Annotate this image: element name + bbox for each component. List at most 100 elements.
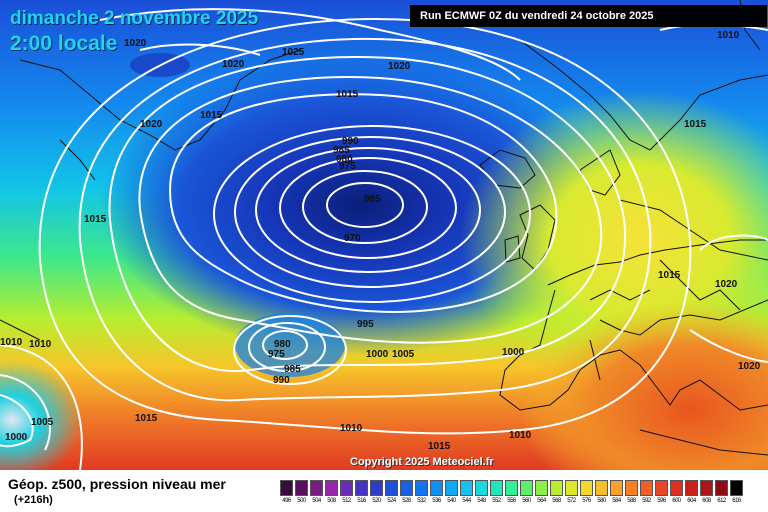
isobar-label: 1010 xyxy=(0,337,23,348)
isobar-label: 995 xyxy=(357,319,374,330)
scale-swatch xyxy=(610,480,623,496)
scale-swatch xyxy=(385,480,398,496)
isobar-lines xyxy=(0,8,768,470)
scale-swatch xyxy=(715,480,728,496)
isobar-975 xyxy=(279,157,457,259)
isobar-label: 1015 xyxy=(84,214,107,225)
coastlines xyxy=(0,0,768,456)
mediterranean-coast xyxy=(579,349,768,411)
legend-subtitle: (+216h) xyxy=(14,494,53,506)
isobar-label: 1020 xyxy=(222,59,245,70)
scale-swatch xyxy=(535,480,548,496)
isobar-label: 1015 xyxy=(658,270,681,281)
scale-label: 596 xyxy=(657,498,666,504)
isobar-sw-1005 xyxy=(0,374,51,451)
isobar-990 xyxy=(213,125,531,303)
isobar-label: 1015 xyxy=(135,413,158,424)
isobar-label: 1020 xyxy=(715,279,738,290)
isobar-label: 1010 xyxy=(509,430,532,441)
scale-label: 560 xyxy=(522,498,531,504)
isobar-east-1020b xyxy=(689,329,768,363)
inner-border-1 xyxy=(589,289,651,301)
south-east-warm-area xyxy=(520,300,768,470)
scale-label: 552 xyxy=(492,498,501,504)
isobar-label: 1005 xyxy=(392,349,415,360)
scale-label: 496 xyxy=(282,498,291,504)
isobar-label: 980 xyxy=(274,339,291,350)
newfoundland-coast xyxy=(0,319,41,341)
map-canvas: 1020 1025 1020 1020 1015 1015 1020 1015 … xyxy=(0,0,768,470)
isobar-label: 985 xyxy=(284,364,301,375)
scale-swatch xyxy=(355,480,368,496)
isobar-995 xyxy=(168,93,558,313)
scale-label: 608 xyxy=(702,498,711,504)
central-europe-border xyxy=(599,299,768,336)
isobar-label: 980 xyxy=(336,154,353,165)
isobar-secondary-980 xyxy=(248,322,326,372)
isobar-north-1025 xyxy=(139,43,261,56)
scale-swatch xyxy=(475,480,488,496)
isobar-label: 1025 xyxy=(282,47,305,58)
isobar-secondary-975 xyxy=(262,330,308,360)
scale-swatch xyxy=(730,480,743,496)
model-run-banner: Run ECMWF 0Z du vendredi 24 octobre 2025 xyxy=(410,5,767,27)
scale-label: 508 xyxy=(327,498,336,504)
scale-label: 524 xyxy=(387,498,396,504)
scale-swatch xyxy=(670,480,683,496)
inner-border-2 xyxy=(659,259,741,311)
isobar-sw-1000 xyxy=(0,394,34,448)
legend-footer: Géop. z500, pression niveau mer (+216h) … xyxy=(0,470,768,512)
isobar-label: 1015 xyxy=(428,441,451,452)
isobar-965 xyxy=(326,182,404,228)
scale-swatch xyxy=(700,480,713,496)
isobar-985 xyxy=(234,136,506,288)
isobar-label: 985 xyxy=(333,145,350,156)
scale-swatch xyxy=(400,480,413,496)
isobar-label: 1015 xyxy=(200,110,223,121)
isobar-label: 1020 xyxy=(388,61,411,72)
scale-swatch xyxy=(415,480,428,496)
scale-swatch xyxy=(655,480,668,496)
scale-swatch xyxy=(460,480,473,496)
scale-label: 588 xyxy=(627,498,636,504)
scale-swatch xyxy=(550,480,563,496)
scale-swatch xyxy=(325,480,338,496)
scale-label: 576 xyxy=(582,498,591,504)
isobar-label: 1010 xyxy=(29,339,52,350)
scale-swatch xyxy=(595,480,608,496)
scale-label: 544 xyxy=(462,498,471,504)
iberia-france-coast xyxy=(499,289,581,411)
scale-label: 512 xyxy=(342,498,351,504)
scale-swatch xyxy=(295,480,308,496)
isobar-sw-1010 xyxy=(0,344,83,470)
scale-label: 548 xyxy=(477,498,486,504)
africa-coast xyxy=(639,429,768,456)
scale-label: 556 xyxy=(507,498,516,504)
isobar-label: 1015 xyxy=(336,89,359,100)
scale-label: 572 xyxy=(567,498,576,504)
forecast-time: 2:00 locale xyxy=(10,32,118,55)
scale-label: 500 xyxy=(297,498,306,504)
south-west-low-area xyxy=(0,360,82,470)
copyright-notice: Copyright 2025 Meteociel.fr xyxy=(350,456,494,468)
scale-label: 580 xyxy=(597,498,606,504)
isobar-label: 1020 xyxy=(140,119,163,130)
weather-map: 1020 1025 1020 1020 1015 1015 1020 1015 … xyxy=(0,0,768,470)
isobar-label: 1000 xyxy=(366,349,389,360)
north-europe-coast xyxy=(547,239,768,286)
scale-label: 616 xyxy=(732,498,741,504)
scale-label: 568 xyxy=(552,498,561,504)
scale-label: 528 xyxy=(402,498,411,504)
isobar-label: 965 xyxy=(364,194,381,205)
forecast-date: dimanche 2 novembre 2025 xyxy=(10,8,259,29)
isobar-970 xyxy=(302,170,428,244)
scale-swatch xyxy=(445,480,458,496)
color-scale: 496 500 504 508 512 516 520 524 528 532 536 540 544 5… xyxy=(280,480,748,508)
isobar-east-1020 xyxy=(699,234,768,251)
isobar-labels: 1020 1025 1020 1020 1015 1015 1020 1015 … xyxy=(0,30,761,452)
scale-swatch xyxy=(565,480,578,496)
scale-label: 584 xyxy=(612,498,621,504)
scale-swatch xyxy=(505,480,518,496)
norway-south-coast xyxy=(579,149,621,196)
isobar-1010 xyxy=(78,37,652,402)
